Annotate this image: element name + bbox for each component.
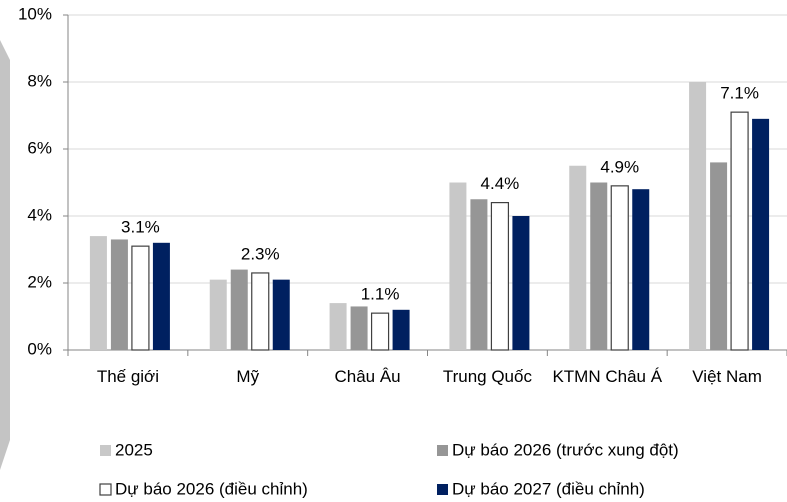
bar bbox=[272, 279, 290, 350]
bar bbox=[110, 239, 128, 350]
x-tick-label: KTMN Châu Á bbox=[552, 367, 663, 386]
bar bbox=[689, 82, 707, 350]
data-label: 1.1% bbox=[361, 285, 400, 304]
data-label: 2.3% bbox=[241, 244, 280, 263]
bar bbox=[752, 118, 770, 350]
legend-swatch bbox=[99, 483, 112, 496]
data-label: 3.1% bbox=[121, 218, 160, 237]
y-tick-label: 8% bbox=[27, 71, 52, 90]
y-tick-label: 10% bbox=[18, 4, 52, 23]
legend-swatch bbox=[437, 445, 448, 456]
bar bbox=[370, 312, 390, 351]
bar bbox=[251, 272, 270, 351]
legend-label: Dự báo 2026 (trước xung đột) bbox=[452, 440, 679, 459]
bar bbox=[152, 242, 170, 350]
x-tick-label: Thế giới bbox=[96, 367, 159, 386]
decoration bbox=[0, 40, 10, 470]
data-label: 7.1% bbox=[720, 84, 759, 103]
x-tick-label: Việt Nam bbox=[692, 367, 762, 386]
y-tick-label: 4% bbox=[27, 205, 52, 224]
bar bbox=[329, 303, 347, 350]
x-tick-label: Châu Âu bbox=[334, 367, 401, 386]
legend-label: 2025 bbox=[115, 440, 153, 459]
bar bbox=[470, 199, 488, 350]
bar bbox=[730, 111, 749, 351]
bar bbox=[590, 182, 608, 350]
x-tick-label: Mỹ bbox=[236, 367, 260, 386]
bar bbox=[89, 236, 107, 350]
bar bbox=[230, 269, 248, 350]
bar bbox=[569, 165, 587, 350]
bar bbox=[632, 189, 650, 350]
y-tick-label: 0% bbox=[27, 339, 52, 358]
bar bbox=[512, 216, 530, 350]
y-tick-label: 6% bbox=[27, 138, 52, 157]
bar bbox=[392, 309, 410, 350]
legend-label: Dự báo 2027 (điều chỉnh) bbox=[452, 479, 645, 498]
data-label: 4.4% bbox=[481, 174, 520, 193]
bar bbox=[449, 182, 467, 350]
bar bbox=[131, 245, 150, 351]
bar bbox=[490, 202, 510, 351]
bar bbox=[350, 306, 368, 350]
legend-swatch bbox=[437, 484, 448, 495]
y-tick-label: 2% bbox=[27, 272, 52, 291]
legend-label: Dự báo 2026 (điều chỉnh) bbox=[115, 479, 308, 498]
data-label: 4.9% bbox=[600, 157, 639, 176]
bar bbox=[209, 279, 227, 350]
x-tick-label: Trung Quốc bbox=[442, 367, 532, 386]
legend-swatch bbox=[100, 445, 111, 456]
bar bbox=[610, 185, 629, 351]
bar bbox=[710, 162, 728, 350]
